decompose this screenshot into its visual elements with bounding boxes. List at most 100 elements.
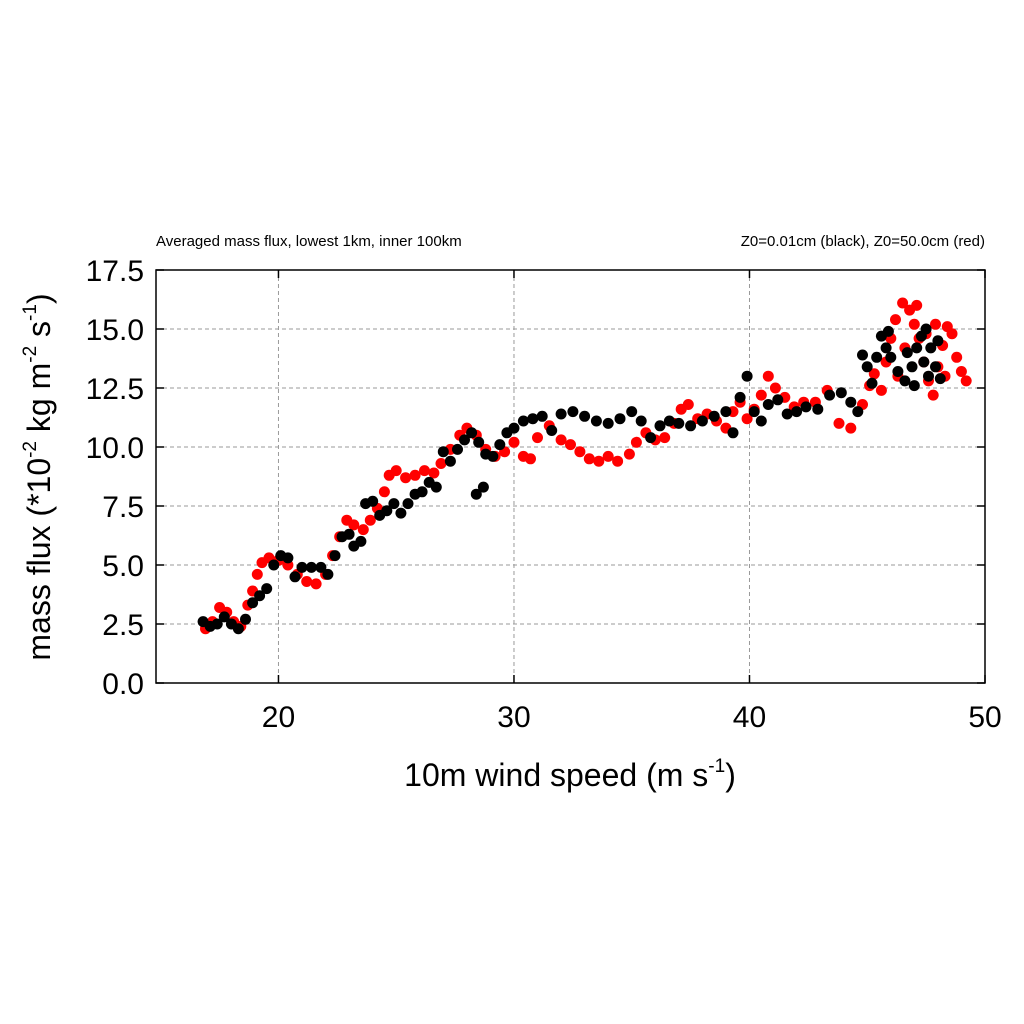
scatter-point — [602, 417, 614, 429]
scatter-point — [927, 389, 939, 401]
scatter-point — [477, 481, 489, 493]
scatter-point — [402, 498, 414, 510]
scatter-point — [536, 410, 548, 422]
scatter-point — [583, 453, 595, 465]
scatter-point — [923, 370, 934, 382]
scatter-point — [925, 342, 937, 354]
scatter-point — [918, 356, 930, 368]
scatter-point — [748, 406, 760, 418]
x-tick-label: 50 — [968, 701, 1001, 734]
scatter-point — [390, 465, 402, 477]
scatter-point — [626, 406, 638, 418]
scatter-point — [708, 410, 720, 422]
scatter-point — [861, 361, 873, 373]
scatter-point — [908, 318, 920, 330]
scatter-point — [428, 467, 440, 479]
scatter-point — [727, 427, 739, 439]
scatter-point — [487, 450, 499, 462]
scatter-point — [833, 417, 845, 429]
scatter-point — [459, 434, 470, 446]
scatter-point — [240, 613, 251, 625]
scatter-point — [567, 406, 579, 418]
scatter-point — [654, 420, 666, 432]
scatter-point — [852, 406, 864, 418]
scatter-point — [781, 408, 793, 420]
x-tick-label: 30 — [497, 701, 530, 734]
y-axis-label-part3: s — [21, 321, 57, 346]
scatter-point — [232, 623, 244, 635]
scatter-point — [955, 366, 967, 377]
scatter-point — [824, 389, 836, 401]
scatter-point — [211, 618, 223, 630]
scatter-point — [857, 349, 868, 361]
scatter-point — [416, 486, 428, 498]
scatter-point — [892, 366, 904, 377]
scatter-point — [261, 583, 273, 595]
scatter-point — [218, 611, 230, 623]
scatter-point — [741, 413, 753, 425]
scatter-point — [882, 325, 894, 337]
scatter-point — [890, 314, 901, 326]
scatter-point — [960, 375, 972, 387]
plot-points — [197, 297, 972, 635]
scatter-point — [602, 450, 614, 462]
scatter-point — [866, 377, 878, 389]
scatter-point — [772, 394, 784, 406]
y-tick-label: 15.0 — [86, 314, 144, 347]
scatter-point — [315, 561, 327, 573]
y-tick-label: 5.0 — [102, 550, 144, 583]
scatter-point — [845, 396, 857, 408]
scatter-point — [682, 399, 694, 410]
scatter-point — [951, 351, 963, 363]
scatter-point — [268, 559, 280, 571]
scatter-point — [296, 561, 308, 573]
scatter-point — [508, 436, 520, 448]
scatter-point — [357, 524, 369, 536]
y-tick-label: 0.0 — [102, 668, 144, 701]
scatter-point — [630, 436, 642, 448]
scatter-point — [590, 415, 602, 427]
scatter-point — [473, 436, 485, 448]
scatter-point — [527, 413, 539, 425]
y-tick-label: 17.5 — [86, 255, 144, 288]
scatter-point — [470, 488, 482, 500]
scatter-point — [555, 434, 567, 446]
x-tick-label: 20 — [262, 701, 295, 734]
scatter-point — [880, 342, 892, 354]
scatter-point — [934, 373, 946, 385]
black-series — [197, 323, 946, 635]
scatter-point — [685, 420, 697, 432]
x-axis-label-close: ) — [725, 757, 736, 793]
x-axis-label-sup: -1 — [708, 756, 725, 777]
scatter-point — [435, 458, 447, 469]
scatter-point — [908, 380, 920, 392]
scatter-point — [901, 347, 913, 359]
scatter-point — [388, 498, 400, 510]
scatter-point — [364, 514, 376, 526]
scatter-point — [565, 439, 576, 451]
y-axis-label-part2: kg m — [21, 363, 57, 441]
plot-frame — [155, 269, 986, 684]
y-tick-label: 2.5 — [102, 609, 144, 642]
scatter-point — [419, 465, 430, 477]
scatter-point — [897, 297, 909, 309]
scatter-point — [517, 415, 529, 427]
scatter-point — [532, 432, 543, 444]
y-tick-label: 12.5 — [86, 373, 144, 406]
scatter-point — [755, 415, 767, 427]
scatter-point — [835, 387, 847, 399]
scatter-point — [875, 384, 887, 396]
y-tick-label: 7.5 — [102, 491, 144, 524]
scatter-point — [623, 448, 635, 460]
scatter-point — [381, 505, 393, 517]
scatter-point — [930, 318, 941, 330]
scatter-point — [755, 389, 767, 401]
scatter-point — [452, 443, 463, 455]
scatter-point — [555, 408, 567, 420]
scatter-point — [635, 415, 647, 427]
y-axis-label-sup1: -2 — [20, 441, 41, 458]
scatter-point — [343, 528, 355, 540]
scatter-point — [906, 361, 918, 373]
scatter-point — [932, 335, 944, 347]
